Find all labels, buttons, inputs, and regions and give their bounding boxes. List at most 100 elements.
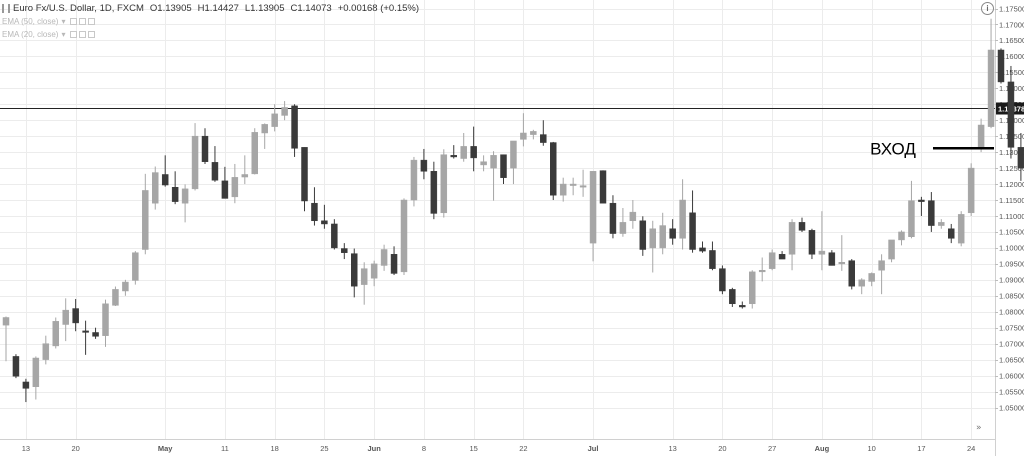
settings-icon[interactable] xyxy=(79,31,87,38)
candle-up xyxy=(62,298,69,342)
x-tick-label: 20 xyxy=(71,444,79,453)
candle-down xyxy=(420,148,428,180)
collapse-icon[interactable] xyxy=(2,4,10,13)
candle-body xyxy=(758,269,766,273)
candle-body xyxy=(659,225,666,249)
candle-up xyxy=(410,156,418,207)
x-tick-label: 24 xyxy=(967,444,975,453)
candle-body xyxy=(967,167,975,214)
legend-symbol[interactable]: Euro Fx/U.S. Dollar, 1D, FXCM xyxy=(13,3,144,14)
candle-body xyxy=(868,273,875,282)
chevron-down-icon[interactable]: ▾ xyxy=(61,30,66,39)
candle-up xyxy=(191,123,199,191)
legend-ema1[interactable]: EMA (50, close) xyxy=(2,17,59,26)
candle-body xyxy=(689,212,696,250)
candle-body xyxy=(32,357,40,388)
candle-up xyxy=(122,279,129,296)
y-tick-label: 1.16000 xyxy=(999,52,1024,61)
candle-up xyxy=(649,220,656,273)
y-tick-label: 1.12000 xyxy=(999,180,1024,189)
x-tick-label: 25 xyxy=(320,444,328,453)
settings-icon[interactable] xyxy=(79,18,87,25)
chart-legend: Euro Fx/U.S. Dollar, 1D, FXCM O1.13905 H… xyxy=(2,2,425,41)
candle-body xyxy=(2,317,10,326)
legend-ema2[interactable]: EMA (20, close) xyxy=(2,30,59,39)
candle-up xyxy=(938,219,945,229)
legend-ema1-row[interactable]: EMA (50, close) ▾ xyxy=(2,15,425,28)
candle-down xyxy=(997,48,1005,84)
x-tick-label: 20 xyxy=(718,444,726,453)
x-tick-label: 27 xyxy=(768,444,776,453)
candle-body xyxy=(510,140,517,169)
candle-body xyxy=(360,268,368,285)
candle-body xyxy=(589,171,597,244)
y-tick-label: 1.05500 xyxy=(999,387,1024,396)
x-tick-labels: 13 20 May 11 18 25 Jun 8 15 22 Jul 13 20 27 Aug 10 17 24 xyxy=(22,444,976,453)
candles xyxy=(2,18,1024,403)
y-tick-label: 1.08000 xyxy=(999,308,1024,317)
grid-lines xyxy=(0,0,995,439)
legend-close: C1.14073 xyxy=(290,3,332,14)
candle-down xyxy=(918,196,925,216)
candle-up xyxy=(52,317,59,349)
candle-body xyxy=(261,124,268,134)
candle-body xyxy=(987,49,995,127)
candle-up xyxy=(490,151,497,201)
candle-up xyxy=(898,230,905,246)
candle-down xyxy=(639,216,647,256)
candle-body xyxy=(311,202,318,222)
close-icon[interactable] xyxy=(88,31,96,38)
candle-down xyxy=(351,248,358,298)
candle-body xyxy=(301,147,308,202)
candle-down xyxy=(390,246,398,276)
candle-up xyxy=(181,184,189,223)
candle-body xyxy=(798,222,806,231)
scroll-to-realtime-icon[interactable]: » xyxy=(976,423,982,433)
entry-annotation: ВХОД xyxy=(870,139,916,158)
candle-down xyxy=(301,147,308,212)
candle-down xyxy=(470,126,477,172)
chevron-down-icon[interactable]: ▾ xyxy=(61,17,66,26)
candle-body xyxy=(669,228,676,239)
info-icon[interactable]: i xyxy=(981,2,994,15)
candle-up xyxy=(480,155,487,172)
candle-body xyxy=(450,155,457,158)
candle-up xyxy=(32,356,40,400)
candle-body xyxy=(768,252,776,269)
candle-down xyxy=(22,378,30,403)
candle-body xyxy=(430,171,438,214)
y-tick-label: 1.13000 xyxy=(999,148,1024,157)
candle-down xyxy=(550,141,557,201)
candle-body xyxy=(331,223,338,249)
eye-icon[interactable] xyxy=(70,18,78,25)
candle-body xyxy=(888,239,895,260)
candle-down xyxy=(450,145,457,159)
y-tick-label: 1.09000 xyxy=(999,276,1024,285)
candle-down xyxy=(609,195,617,239)
y-tick-label: 1.06500 xyxy=(999,355,1024,364)
y-tick-label: 1.15500 xyxy=(999,68,1024,77)
candle-down xyxy=(540,120,547,146)
candle-up xyxy=(659,212,666,255)
candle-body xyxy=(211,162,219,181)
candle-up xyxy=(758,257,766,282)
candle-up xyxy=(370,260,378,287)
x-tick-label: 13 xyxy=(668,444,676,453)
candle-down xyxy=(12,354,20,379)
candle-body xyxy=(818,250,826,255)
close-icon[interactable] xyxy=(88,18,96,25)
candle-down xyxy=(321,204,328,229)
y-tick-label: 1.07500 xyxy=(999,324,1024,333)
candle-body xyxy=(599,170,607,204)
candle-down xyxy=(709,241,716,271)
candle-up xyxy=(788,219,796,271)
eye-icon[interactable] xyxy=(70,31,78,38)
legend-high: H1.14427 xyxy=(197,3,239,14)
candle-down xyxy=(798,217,806,232)
candle-down xyxy=(729,287,736,307)
candle-up xyxy=(112,286,119,306)
legend-ema2-row[interactable]: EMA (20, close) ▾ xyxy=(2,28,425,41)
candle-down xyxy=(928,192,935,232)
candle-body xyxy=(679,199,686,239)
